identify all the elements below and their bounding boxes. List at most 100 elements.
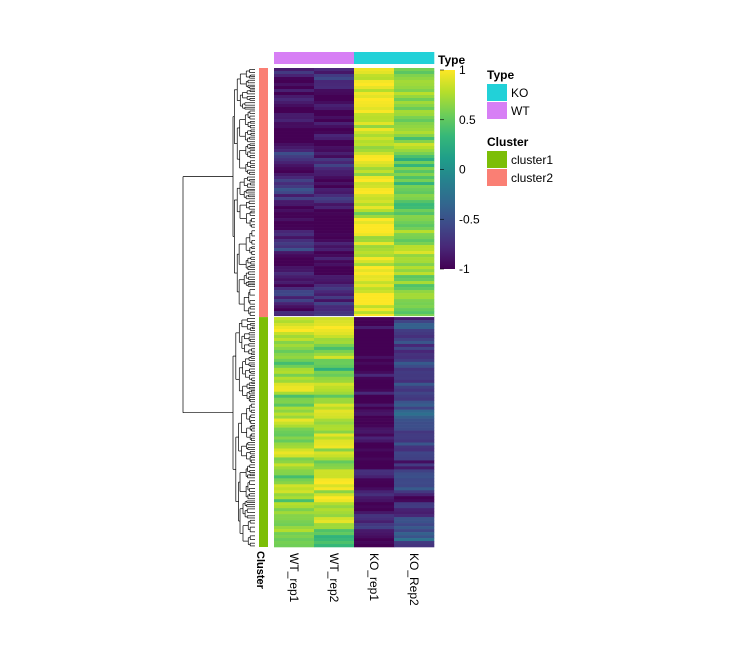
heatmap-cell bbox=[274, 400, 315, 404]
heatmap-cell bbox=[394, 224, 435, 228]
heatmap-cell bbox=[394, 263, 435, 267]
heatmap-cell bbox=[354, 275, 395, 279]
heatmap-cell bbox=[314, 463, 355, 467]
heatmap-cell bbox=[314, 248, 355, 252]
heatmap-cell bbox=[394, 191, 435, 195]
heatmap-cell bbox=[274, 203, 315, 207]
heatmap-cell bbox=[354, 379, 395, 384]
heatmap-cell bbox=[274, 403, 315, 407]
heatmap-cell bbox=[394, 308, 435, 312]
heatmap-cell bbox=[274, 382, 315, 387]
heatmap-cell bbox=[354, 397, 395, 401]
heatmap-cell bbox=[354, 445, 395, 449]
heatmap-cell bbox=[314, 478, 355, 482]
heatmap-cell bbox=[314, 317, 355, 321]
heatmap-cell bbox=[274, 541, 315, 545]
heatmap-cell bbox=[314, 430, 355, 434]
heatmap-cell bbox=[394, 388, 435, 393]
heatmap-cell bbox=[274, 146, 315, 150]
heatmap-cell bbox=[354, 89, 395, 93]
heatmap-cell bbox=[274, 179, 315, 183]
heatmap-cell bbox=[274, 257, 315, 261]
heatmap-cell bbox=[314, 296, 355, 300]
heatmap-cell bbox=[274, 269, 315, 273]
heatmap-cell bbox=[314, 236, 355, 240]
heatmap-cell bbox=[354, 343, 395, 348]
heatmap-cell bbox=[394, 290, 435, 294]
heatmap-cell bbox=[354, 538, 395, 542]
heatmap-cell bbox=[314, 532, 355, 536]
heatmap-cell bbox=[394, 233, 435, 237]
heatmap-cell bbox=[354, 137, 395, 141]
heatmap-cell bbox=[274, 188, 315, 192]
colorbar-tick-label: 0.5 bbox=[459, 113, 476, 127]
heatmap-cell bbox=[314, 245, 355, 249]
heatmap-cell bbox=[274, 376, 315, 381]
heatmap-cell bbox=[394, 83, 435, 87]
heatmap-cell bbox=[394, 433, 435, 437]
heatmap-cell bbox=[314, 457, 355, 461]
heatmap-cell bbox=[274, 167, 315, 171]
heatmap-cell bbox=[274, 143, 315, 147]
heatmap-cell bbox=[314, 74, 355, 78]
heatmap-cell bbox=[354, 520, 395, 524]
heatmap-cell bbox=[354, 484, 395, 488]
heatmap-cell bbox=[314, 493, 355, 497]
heatmap-cell bbox=[354, 436, 395, 440]
heatmap-cell bbox=[314, 227, 355, 231]
heatmap-cell bbox=[274, 71, 315, 75]
heatmap-cell bbox=[394, 254, 435, 258]
heatmap-cell bbox=[314, 442, 355, 446]
heatmap-cell bbox=[354, 83, 395, 87]
heatmap-cell bbox=[274, 218, 315, 222]
heatmap-cell bbox=[274, 86, 315, 90]
heatmap-cell bbox=[274, 155, 315, 159]
heatmap-cell bbox=[394, 400, 435, 404]
heatmap-cell bbox=[274, 284, 315, 288]
heatmap-cell bbox=[314, 95, 355, 99]
heatmap-cell bbox=[274, 158, 315, 162]
column-labels: WT_rep1 WT_rep2 KO_rep1 KO_Rep2 bbox=[287, 553, 421, 606]
heatmap-cell bbox=[394, 68, 435, 72]
heatmap-cell bbox=[394, 230, 435, 234]
heatmap-cell bbox=[354, 403, 395, 407]
heatmap-cell bbox=[314, 68, 355, 72]
heatmap-cell bbox=[274, 131, 315, 135]
heatmap-cell bbox=[314, 239, 355, 243]
heatmap-cell bbox=[354, 448, 395, 452]
heatmap-cell bbox=[354, 499, 395, 503]
heatmap-cell bbox=[394, 493, 435, 497]
heatmap-cell bbox=[274, 119, 315, 123]
heatmap-cell bbox=[274, 212, 315, 216]
heatmap-cell bbox=[394, 113, 435, 117]
heatmap-cell bbox=[394, 418, 435, 422]
heatmap-cell bbox=[354, 424, 395, 428]
heatmap-cell bbox=[354, 502, 395, 506]
heatmap-cell bbox=[354, 107, 395, 111]
heatmap-cell bbox=[314, 194, 355, 198]
heatmap-cell bbox=[354, 212, 395, 216]
heatmap-cell bbox=[274, 472, 315, 476]
heatmap-cell bbox=[274, 137, 315, 141]
heatmap-cell bbox=[394, 239, 435, 243]
heatmap-cell bbox=[354, 451, 395, 455]
heatmap-cell bbox=[274, 454, 315, 458]
heatmap-cell bbox=[314, 323, 355, 327]
heatmap-cell bbox=[354, 143, 395, 147]
heatmap-cell bbox=[274, 83, 315, 87]
row-dendrogram bbox=[182, 69, 255, 547]
heatmap-cell bbox=[354, 352, 395, 357]
heatmap-cell bbox=[274, 113, 315, 117]
heatmap-cell bbox=[354, 110, 395, 114]
heatmap-cell bbox=[354, 427, 395, 431]
heatmap-cell bbox=[274, 379, 315, 384]
heatmap-cell bbox=[314, 376, 355, 381]
heatmap-cell bbox=[274, 355, 315, 360]
heatmap-cell bbox=[394, 475, 435, 479]
heatmap-cell bbox=[354, 158, 395, 162]
heatmap-cell bbox=[394, 427, 435, 431]
heatmap-cell bbox=[274, 134, 315, 138]
heatmap-cell bbox=[354, 284, 395, 288]
heatmap-cell bbox=[394, 526, 435, 530]
heatmap-cell bbox=[314, 305, 355, 309]
